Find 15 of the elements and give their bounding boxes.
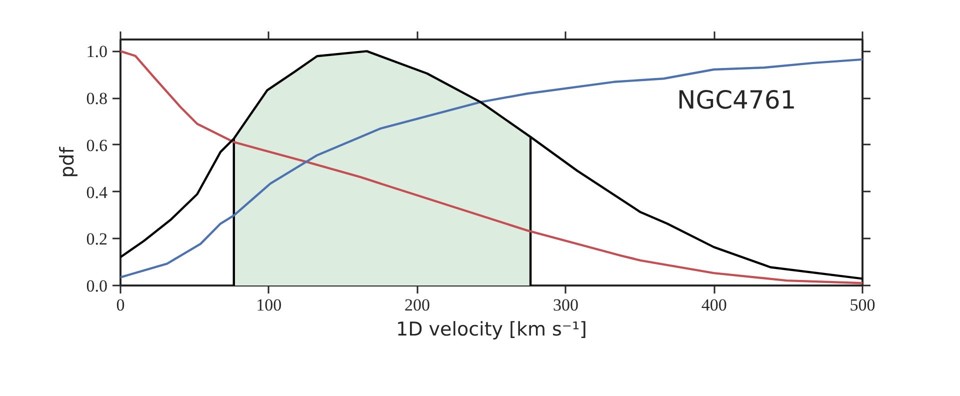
y-tick-label: 0.4 <box>86 182 108 202</box>
x-axis-title: 1D velocity [km s⁻¹] <box>396 318 587 340</box>
x-tick-label: 0 <box>116 296 125 314</box>
y-tick-label: 1.0 <box>86 42 108 62</box>
annotation: NGC4761 <box>677 85 796 114</box>
y-axis-title: pdf <box>56 146 78 178</box>
y-tick-label: 0.2 <box>86 230 108 249</box>
y-tick-label: 0.6 <box>86 136 108 155</box>
y-tick-label: 0.0 <box>86 276 108 296</box>
x-tick-label: 300 <box>552 296 578 314</box>
y-tick-label: 0.8 <box>86 89 108 108</box>
x-tick-label: 200 <box>404 296 430 314</box>
x-tick-label: 400 <box>701 296 727 314</box>
x-tick-label: 100 <box>256 296 282 314</box>
x-tick-label: 500 <box>850 296 876 314</box>
